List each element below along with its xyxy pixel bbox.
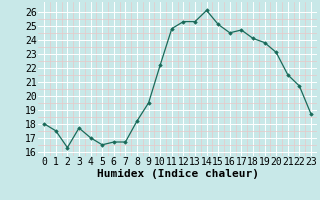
X-axis label: Humidex (Indice chaleur): Humidex (Indice chaleur) — [97, 169, 259, 179]
